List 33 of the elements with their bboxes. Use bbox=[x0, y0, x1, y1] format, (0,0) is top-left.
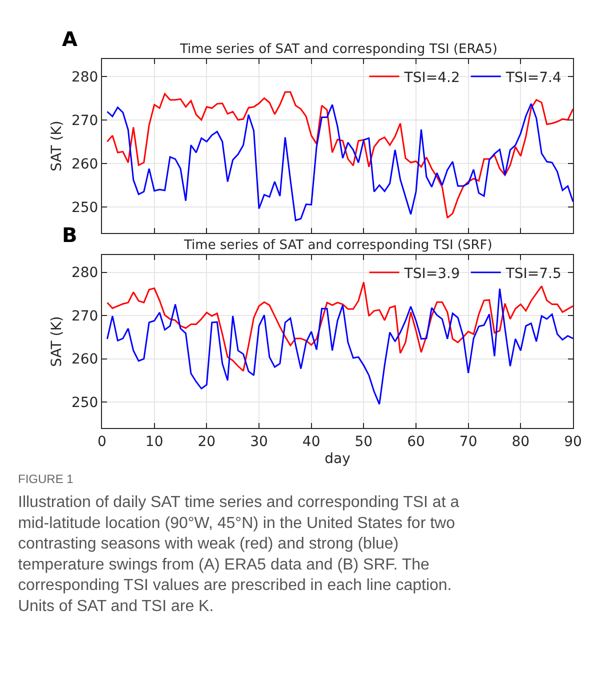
x-tick-label: 70 bbox=[459, 434, 478, 450]
line-series bbox=[106, 288, 573, 405]
legend-label: TSI=4.2 bbox=[403, 70, 460, 86]
y-tick-label: 270 bbox=[71, 112, 98, 129]
x-tick-label: 30 bbox=[250, 434, 268, 450]
text: A bbox=[62, 27, 78, 51]
x-tick-label: 40 bbox=[302, 434, 320, 450]
x-tick-label: 50 bbox=[354, 434, 373, 450]
chart-title: Time series of SAT and corresponding TSI (SRF) bbox=[183, 238, 492, 253]
line-series bbox=[106, 282, 573, 372]
y-tick-label: 250 bbox=[71, 394, 98, 411]
x-tick-label: 80 bbox=[512, 434, 530, 450]
y-axis-title: SAT (K) bbox=[49, 316, 66, 367]
y-tick-label: 260 bbox=[71, 156, 98, 172]
y-axis-title: SAT (K) bbox=[49, 120, 66, 172]
x-tick-label: 90 bbox=[564, 434, 582, 450]
y-tick-label: 250 bbox=[71, 200, 98, 216]
legend-label: TSI=7.4 bbox=[504, 70, 562, 86]
x-tick-label: 0 bbox=[98, 434, 106, 450]
text: Illustration of daily SAT time series and corresponding TSI at a mid-latitude location (90°W, 45°N) in the United States for two contrasting seasons with weak (red) and strong (blue) temperature swings from (A) ERA5 data and (B) SRF. The corresponding TSI values are prescribed in each line caption. Units of SAT and TSI are K. bbox=[18, 494, 460, 615]
caption: FIGURE 1 bbox=[18, 472, 74, 486]
y-tick-label: 280 bbox=[71, 265, 98, 282]
y-tick-label: 270 bbox=[71, 308, 98, 324]
legend-label: TSI=3.9 bbox=[403, 266, 460, 282]
x-axis-title: day bbox=[324, 451, 350, 468]
text: B bbox=[62, 223, 78, 247]
x-tick-label: 60 bbox=[407, 434, 425, 450]
y-tick-label: 280 bbox=[71, 69, 98, 86]
legend-label: TSI=7.5 bbox=[504, 266, 562, 282]
x-tick-label: 10 bbox=[145, 434, 164, 450]
x-tick-label: 20 bbox=[198, 434, 216, 450]
y-tick-label: 260 bbox=[71, 352, 98, 368]
chart-title: Time series of SAT and corresponding TSI (ERA5) bbox=[179, 42, 498, 57]
